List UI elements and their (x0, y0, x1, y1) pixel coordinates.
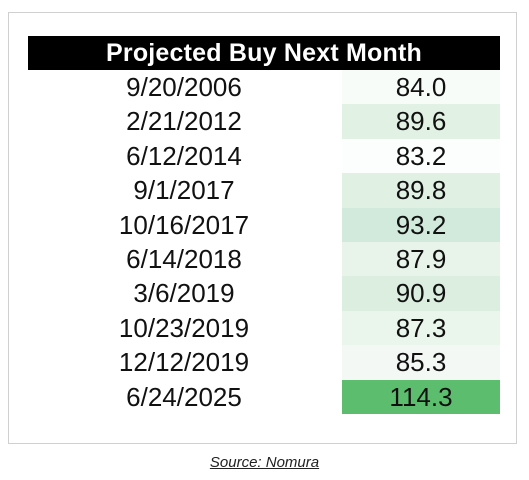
source-caption[interactable]: Source: Nomura (209, 454, 320, 471)
table-body: 9/20/2006 84.0 2/21/2012 89.6 6/12/2014 83.2 9… (28, 70, 500, 414)
value-cell: 114.3 (342, 379, 500, 414)
date-cell: 6/14/2018 (126, 243, 242, 274)
value-cell: 84.0 (342, 70, 500, 105)
date-cell: 6/24/2025 (126, 381, 242, 412)
value-cell: 87.3 (342, 310, 500, 346)
table-row: 10/16/2017 93.2 (28, 207, 500, 242)
date-cell: 10/23/2019 (118, 312, 250, 343)
value-cell: 89.6 (342, 104, 500, 139)
date-cell: 6/12/2014 (126, 140, 242, 171)
projected-buy-table: Projected Buy Next Month 9/20/2006 84.0 2/… (28, 36, 500, 414)
value-cell: 89.8 (342, 173, 500, 208)
table-row: 6/14/2018 87.9 (28, 241, 500, 277)
value-cell: 93.2 (342, 207, 500, 242)
table-row: 10/23/2019 87.3 (28, 310, 500, 346)
table-row: 6/24/2025 114.3 (28, 379, 500, 414)
table-title: Projected Buy Next Month (28, 36, 500, 70)
table-row: 6/12/2014 83.2 (28, 138, 500, 174)
table-row: 9/20/2006 84.0 (28, 70, 500, 105)
date-cell: 12/12/2019 (118, 347, 250, 378)
value-cell: 85.3 (342, 345, 500, 380)
date-cell: 10/16/2017 (118, 209, 250, 240)
table-row: 2/21/2012 89.6 (28, 104, 500, 139)
date-cell: 2/21/2012 (126, 106, 242, 137)
date-cell: 3/6/2019 (133, 278, 235, 309)
value-cell: 83.2 (342, 138, 500, 174)
table-row: 9/1/2017 89.8 (28, 173, 500, 208)
value-cell: 87.9 (342, 241, 500, 277)
value-cell: 90.9 (342, 276, 500, 311)
date-cell: 9/1/2017 (133, 175, 235, 206)
table-row: 12/12/2019 85.3 (28, 345, 500, 380)
table-row: 3/6/2019 90.9 (28, 276, 500, 311)
date-cell: 9/20/2006 (126, 72, 242, 102)
